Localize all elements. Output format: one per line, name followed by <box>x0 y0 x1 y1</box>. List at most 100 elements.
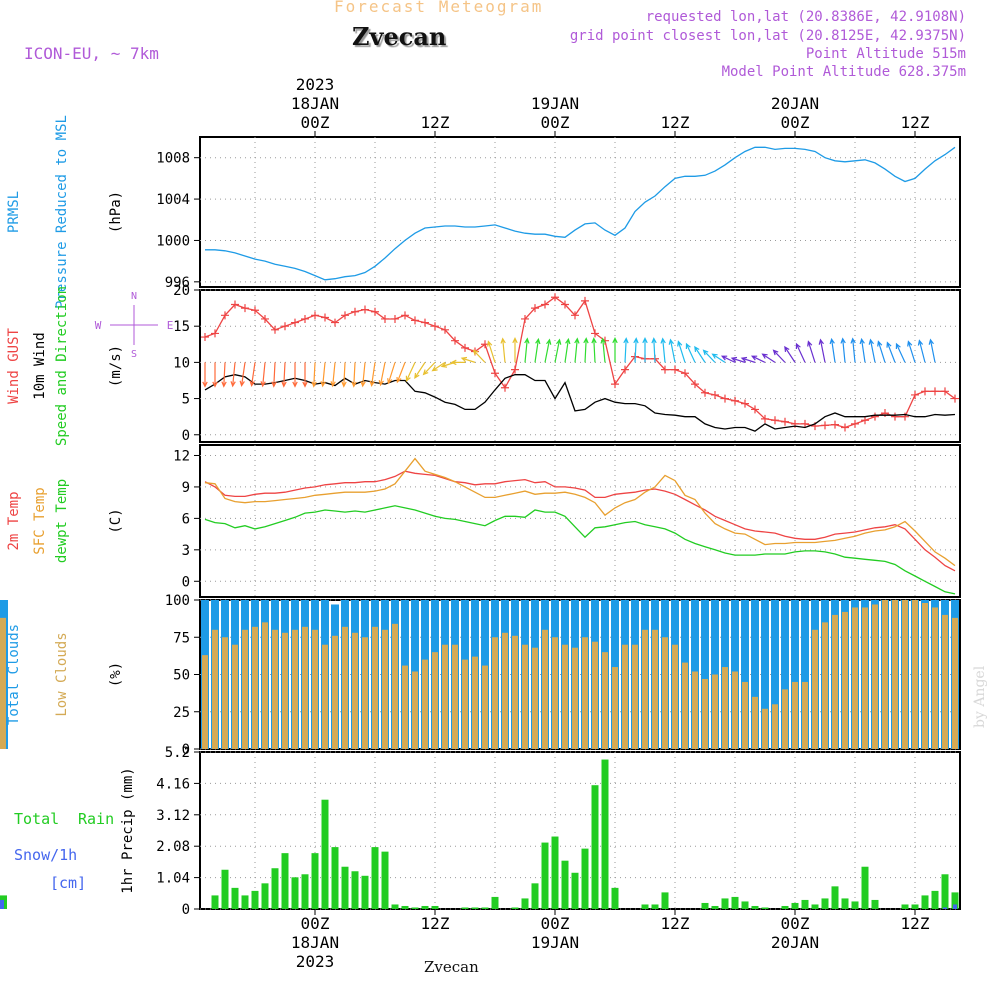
wind-direction-arrow <box>534 337 541 363</box>
wind-direction-arrow <box>414 362 426 379</box>
rain-bar <box>701 902 709 909</box>
wind-direction-arrow <box>694 345 706 363</box>
model-label: ICON-EU, ~ 7km <box>24 44 159 63</box>
low-cloud-bar <box>802 681 808 749</box>
rain-bar <box>561 860 569 909</box>
low-cloud-bar <box>312 629 318 749</box>
gust-marker <box>741 399 749 408</box>
wind-direction-arrow <box>740 356 756 363</box>
series-label: Total Clouds <box>6 624 22 725</box>
low-cloud-bar <box>952 617 958 749</box>
low-cloud-bar <box>342 626 348 749</box>
y-tick-label: 6 <box>182 511 190 527</box>
gust-marker <box>261 314 269 323</box>
rain-bar <box>371 847 379 909</box>
gust-marker <box>751 405 759 414</box>
low-cloud-bar <box>412 671 418 749</box>
bottom-time-label: 00Z <box>781 914 810 933</box>
wind-direction-arrow <box>239 362 246 387</box>
gust-marker <box>511 365 519 374</box>
y-axis-label: (C) <box>108 508 124 533</box>
wind-direction-arrow <box>460 356 476 363</box>
wind-direction-arrow <box>487 340 496 363</box>
gust-marker <box>301 314 309 323</box>
y-axis-label: (hPa) <box>108 191 124 233</box>
gust-marker <box>391 314 399 323</box>
bottom-time-label: 12Z <box>421 914 450 933</box>
low-cloud-bar <box>662 637 668 749</box>
gust-marker <box>581 296 589 305</box>
rain-bar <box>951 892 959 909</box>
rain-bar <box>611 887 619 909</box>
low-cloud-bar <box>322 644 328 749</box>
wind-direction-arrow <box>772 349 786 363</box>
top-time-label: 00Z <box>301 113 330 132</box>
wind-direction-arrow <box>868 338 876 363</box>
wind-direction-arrow <box>633 337 639 363</box>
wind-direction-arrow <box>450 359 466 366</box>
low-cloud-bar <box>552 637 558 749</box>
low-cloud-bar <box>742 681 748 749</box>
gust-marker <box>721 394 729 403</box>
chart-product-title: Forecast Meteogram <box>334 0 544 16</box>
low-cloud-bar <box>292 629 298 749</box>
rain-bar <box>801 899 809 909</box>
gust-marker <box>711 390 719 399</box>
gust-marker <box>801 419 809 428</box>
y-tick-label: 996 <box>165 275 190 291</box>
top-time-label: 18JAN <box>291 94 339 113</box>
low-cloud-bar <box>942 614 948 749</box>
gust-marker <box>361 305 369 314</box>
wind-direction-arrow <box>668 338 676 363</box>
y-tick-label: 3 <box>182 543 190 559</box>
total-cloud-bar <box>781 600 789 749</box>
gust-marker <box>891 412 899 421</box>
rain-bar <box>331 847 339 909</box>
y-tick-label: 3.12 <box>156 808 190 824</box>
wind-direction-arrow <box>829 337 836 363</box>
y-tick-label: 0 <box>182 902 190 918</box>
rain-bar <box>241 895 249 909</box>
low-cloud-bar <box>382 629 388 749</box>
low-cloud-bar <box>462 659 468 749</box>
rain-bar <box>261 883 269 909</box>
low-cloud-bar <box>892 600 898 749</box>
rain-bar <box>351 871 359 909</box>
gust-marker <box>461 343 469 352</box>
snow-bar <box>0 899 4 909</box>
series-label: dewpt Temp <box>54 479 70 563</box>
low-cloud-bar <box>222 637 228 749</box>
compass-east: E <box>167 319 174 332</box>
rain-bar <box>221 869 229 909</box>
gust-marker <box>851 419 859 428</box>
rain-bar <box>931 890 939 909</box>
gust-marker <box>401 311 409 320</box>
legend-snow: Snow/1h <box>14 846 77 864</box>
y-axis-label: 1hr Precip (mm) <box>120 767 136 893</box>
wind-direction-arrow <box>750 355 766 363</box>
wind-direction-arrow <box>387 362 396 385</box>
low-cloud-bar <box>822 622 828 749</box>
low-cloud-bar <box>782 689 788 749</box>
low-cloud-bar <box>242 629 248 749</box>
gust-marker <box>241 304 249 313</box>
panel-frame-pressure <box>199 136 961 288</box>
low-cloud-bar <box>922 602 928 749</box>
rain-bar <box>661 892 669 909</box>
total-cloud-bar <box>791 600 799 749</box>
low-cloud-bar <box>702 678 708 749</box>
gust-marker <box>341 311 349 320</box>
y-tick-label: 75 <box>173 630 190 646</box>
rain-bar <box>391 904 399 909</box>
gust-marker <box>551 293 559 302</box>
low-cloud-bar <box>612 667 618 749</box>
rain-bar <box>861 866 869 909</box>
rain-bar <box>231 887 239 909</box>
wind-direction-arrow <box>341 362 347 388</box>
gust-marker <box>921 387 929 396</box>
wind-direction-arrow <box>512 337 518 363</box>
compass-north: N <box>131 291 137 302</box>
rain-bar <box>271 868 279 909</box>
bottom-time-label: 12Z <box>661 914 690 933</box>
gust-marker <box>351 307 359 316</box>
